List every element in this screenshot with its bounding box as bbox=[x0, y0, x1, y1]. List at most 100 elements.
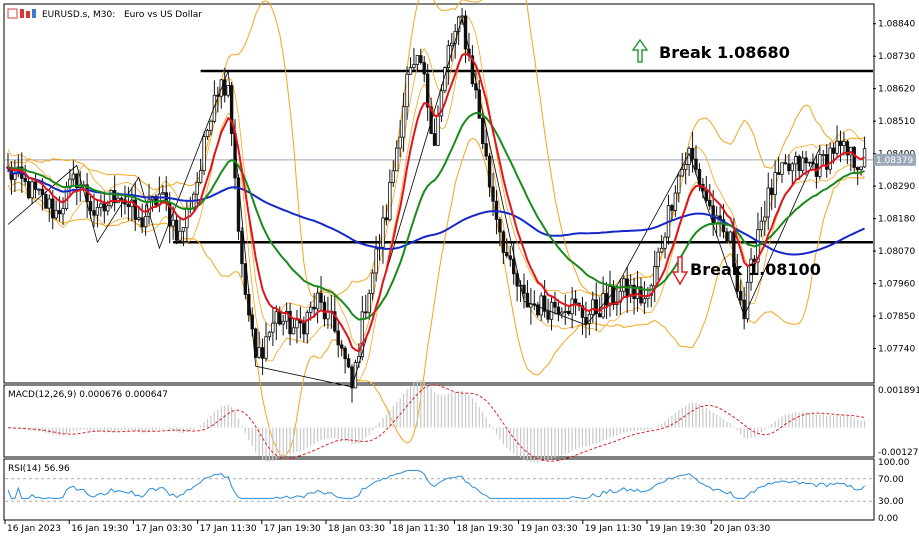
candle-body bbox=[95, 207, 100, 216]
candle-body bbox=[549, 301, 554, 320]
candle-body bbox=[395, 147, 399, 172]
candle-body bbox=[384, 217, 389, 221]
candle-body bbox=[343, 347, 347, 360]
candle-body bbox=[209, 120, 213, 131]
candle-body bbox=[611, 286, 616, 306]
candle-body bbox=[178, 230, 182, 241]
candle-body bbox=[281, 320, 285, 325]
price-chart[interactable] bbox=[5, 0, 873, 457]
candle-body bbox=[61, 208, 65, 215]
candle-body bbox=[536, 304, 540, 316]
candle-body bbox=[508, 255, 512, 260]
candle-body bbox=[721, 219, 726, 233]
candle-body bbox=[800, 157, 805, 171]
candle-body bbox=[776, 172, 781, 175]
candle-body bbox=[825, 154, 829, 170]
time-tick-label: 17 Jan 03:30 bbox=[135, 524, 192, 534]
macd-chart[interactable] bbox=[7, 379, 866, 463]
candle-body bbox=[54, 210, 58, 219]
candle-body bbox=[584, 317, 588, 324]
candle-body bbox=[436, 115, 440, 146]
candle-body bbox=[670, 205, 674, 211]
candle-body bbox=[267, 331, 272, 338]
envelope-lower bbox=[7, 50, 865, 382]
candle-body bbox=[274, 311, 279, 324]
candle-body bbox=[525, 292, 530, 308]
candle-body bbox=[570, 298, 574, 315]
header-icon-bars-3 bbox=[32, 9, 36, 18]
candle-body bbox=[763, 216, 767, 222]
candle-body bbox=[99, 203, 103, 208]
candle-body bbox=[852, 146, 856, 168]
candle-body bbox=[174, 219, 179, 241]
candle-body bbox=[780, 162, 784, 175]
candle-body bbox=[240, 230, 244, 265]
candle-body bbox=[112, 190, 117, 204]
break-down-label: Break 1.08100 bbox=[690, 260, 821, 279]
candle-body bbox=[388, 182, 392, 221]
candle-body bbox=[594, 299, 598, 315]
break-down-annotation: Break 1.08100 bbox=[671, 256, 821, 286]
rsi-tick-label: 70.00 bbox=[878, 475, 904, 485]
candle-body bbox=[398, 136, 402, 149]
rsi-tick-label: 0.00 bbox=[878, 514, 898, 524]
candle-body bbox=[708, 200, 712, 207]
macd-title: MACD(12,26,9) 0.000676 0.000647 bbox=[8, 390, 168, 400]
candle-body bbox=[143, 215, 148, 228]
candle-body bbox=[30, 181, 34, 199]
candle-body bbox=[556, 306, 561, 315]
arrow-up-icon bbox=[631, 38, 649, 63]
candle-body bbox=[831, 147, 836, 154]
candle-body bbox=[312, 306, 316, 310]
candle-body bbox=[680, 168, 684, 177]
candle-body bbox=[278, 311, 282, 325]
candle-body bbox=[501, 231, 506, 253]
chart-header: EURUSD.s, M30: Euro vs US Dollar bbox=[7, 8, 202, 20]
bollinger-upper bbox=[7, 0, 865, 299]
candle-body bbox=[346, 358, 351, 368]
candle-body bbox=[137, 217, 141, 220]
rsi-chart[interactable] bbox=[5, 469, 873, 502]
time-tick-label: 20 Jan 03:30 bbox=[713, 524, 770, 534]
candle-body bbox=[364, 311, 368, 314]
price-tick-label: 1.08180 bbox=[878, 215, 915, 225]
candle-body bbox=[288, 310, 292, 335]
header-description: Euro vs US Dollar bbox=[124, 10, 202, 20]
candle-body bbox=[725, 231, 729, 242]
arrow-down-icon bbox=[671, 256, 689, 286]
ma-mid-line bbox=[7, 111, 865, 321]
candle-body bbox=[205, 129, 210, 138]
candle-body bbox=[859, 166, 863, 170]
candle-body bbox=[92, 210, 96, 216]
candle-body bbox=[601, 293, 605, 318]
candle-body bbox=[140, 217, 144, 228]
candle-body bbox=[460, 15, 464, 18]
header-icon-bars-2 bbox=[26, 11, 30, 18]
candle-body bbox=[653, 266, 657, 287]
candle-body bbox=[106, 205, 110, 212]
candle-body bbox=[787, 163, 791, 172]
candle-body bbox=[745, 281, 750, 320]
candle-body bbox=[487, 155, 492, 188]
candle-body bbox=[202, 136, 206, 171]
candle-body bbox=[336, 330, 340, 346]
candle-body bbox=[828, 147, 832, 170]
candle-body bbox=[790, 163, 795, 172]
price-tick-label: 1.08070 bbox=[878, 247, 915, 257]
candle-body bbox=[663, 236, 667, 249]
candle-body bbox=[728, 231, 733, 242]
candle-body bbox=[57, 210, 62, 215]
candle-body bbox=[673, 192, 678, 211]
price-tick-label: 1.08730 bbox=[878, 52, 915, 62]
time-tick-label: 16 Jan 19:30 bbox=[71, 524, 128, 534]
candle-body bbox=[243, 263, 248, 295]
candle-body bbox=[305, 311, 309, 335]
ma-slow-line bbox=[7, 166, 866, 256]
candle-body bbox=[47, 198, 51, 209]
candle-body bbox=[367, 292, 371, 313]
candle-body bbox=[563, 310, 567, 313]
candle-body bbox=[425, 73, 430, 108]
candle-body bbox=[773, 172, 777, 195]
